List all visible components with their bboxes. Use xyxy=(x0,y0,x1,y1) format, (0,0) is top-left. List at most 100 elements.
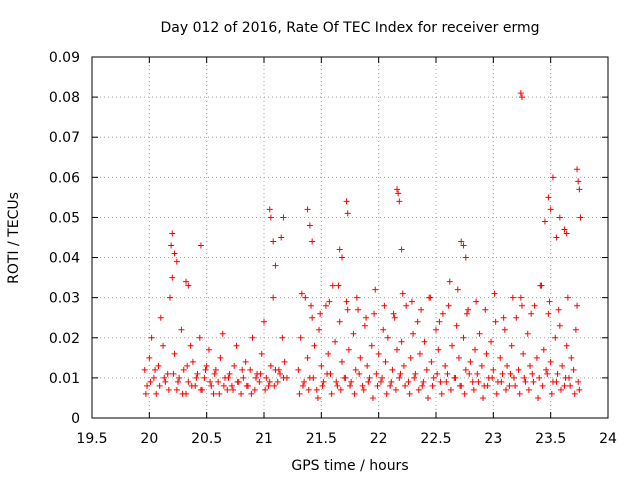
data-point xyxy=(299,382,306,389)
data-point xyxy=(344,306,351,313)
data-point xyxy=(574,302,581,309)
x-tick-label: 22 xyxy=(370,431,388,447)
data-point xyxy=(359,382,366,389)
data-point xyxy=(242,358,249,365)
data-point xyxy=(329,282,336,289)
data-point xyxy=(427,294,434,301)
data-point xyxy=(474,370,481,377)
data-point xyxy=(266,206,273,213)
data-point xyxy=(310,374,317,381)
data-point xyxy=(449,342,456,349)
data-point xyxy=(457,382,464,389)
data-point xyxy=(168,242,175,249)
data-point xyxy=(180,366,187,373)
data-point xyxy=(234,378,241,385)
data-point xyxy=(357,354,364,361)
data-point xyxy=(157,314,164,321)
data-point xyxy=(556,214,563,221)
data-point xyxy=(252,374,259,381)
data-point xyxy=(399,290,406,297)
grid-lines xyxy=(92,57,608,418)
data-point xyxy=(418,306,425,313)
data-point xyxy=(561,226,568,233)
data-point xyxy=(535,394,542,401)
data-point xyxy=(528,310,535,317)
data-point xyxy=(559,362,566,369)
data-point xyxy=(387,382,394,389)
data-point xyxy=(562,374,569,381)
data-point xyxy=(257,370,264,377)
data-point xyxy=(281,358,288,365)
data-point xyxy=(405,378,412,385)
data-point xyxy=(443,378,450,385)
data-point xyxy=(302,294,309,301)
data-point xyxy=(537,282,544,289)
data-point xyxy=(446,278,453,285)
data-point xyxy=(169,274,176,281)
data-point xyxy=(568,354,575,361)
y-axis-label: ROTI / TECUs xyxy=(6,192,22,284)
data-point xyxy=(475,378,482,385)
data-point xyxy=(178,326,185,333)
data-point xyxy=(153,390,160,397)
data-point xyxy=(188,382,195,389)
data-point xyxy=(309,238,316,245)
data-point xyxy=(319,382,326,389)
data-point xyxy=(148,334,155,341)
data-point xyxy=(462,366,469,373)
data-point xyxy=(270,238,277,245)
data-point xyxy=(251,386,258,393)
data-point xyxy=(239,366,246,373)
data-point xyxy=(324,370,331,377)
data-point xyxy=(463,310,470,317)
data-point xyxy=(460,334,467,341)
data-point xyxy=(371,310,378,317)
data-point xyxy=(208,382,215,389)
data-point xyxy=(363,314,370,321)
data-point xyxy=(543,366,550,373)
data-point xyxy=(185,378,192,385)
data-point xyxy=(471,346,478,353)
data-point xyxy=(231,362,238,369)
data-point xyxy=(412,370,419,377)
data-point xyxy=(364,362,371,369)
data-point xyxy=(415,386,422,393)
data-point xyxy=(169,230,176,237)
data-point xyxy=(491,290,498,297)
data-point xyxy=(541,218,548,225)
data-point xyxy=(326,298,333,305)
data-point xyxy=(520,350,527,357)
data-point xyxy=(476,330,483,337)
data-point xyxy=(165,386,172,393)
data-point xyxy=(205,346,212,353)
data-point xyxy=(216,390,223,397)
x-tick-label: 20.5 xyxy=(191,431,222,447)
data-point xyxy=(549,174,556,181)
data-point xyxy=(313,386,320,393)
x-tick-label: 20 xyxy=(140,431,158,447)
data-point xyxy=(382,358,389,365)
data-point xyxy=(488,338,495,345)
data-point xyxy=(350,330,357,337)
data-point xyxy=(318,362,325,369)
data-point xyxy=(527,362,534,369)
data-point xyxy=(296,390,303,397)
data-point xyxy=(529,370,536,377)
data-point xyxy=(517,90,524,97)
data-point xyxy=(554,370,561,377)
data-point xyxy=(203,362,210,369)
data-point xyxy=(460,242,467,249)
y-tick-label: 0.07 xyxy=(49,130,80,146)
data-point xyxy=(525,386,532,393)
data-point xyxy=(243,382,250,389)
data-point xyxy=(466,370,473,377)
data-point xyxy=(419,382,426,389)
data-point xyxy=(210,390,217,397)
axis-ticks xyxy=(91,56,609,419)
data-point xyxy=(408,298,415,305)
data-point xyxy=(351,390,358,397)
data-point xyxy=(185,282,192,289)
data-point xyxy=(493,390,500,397)
data-point xyxy=(225,374,232,381)
data-point xyxy=(304,354,311,361)
